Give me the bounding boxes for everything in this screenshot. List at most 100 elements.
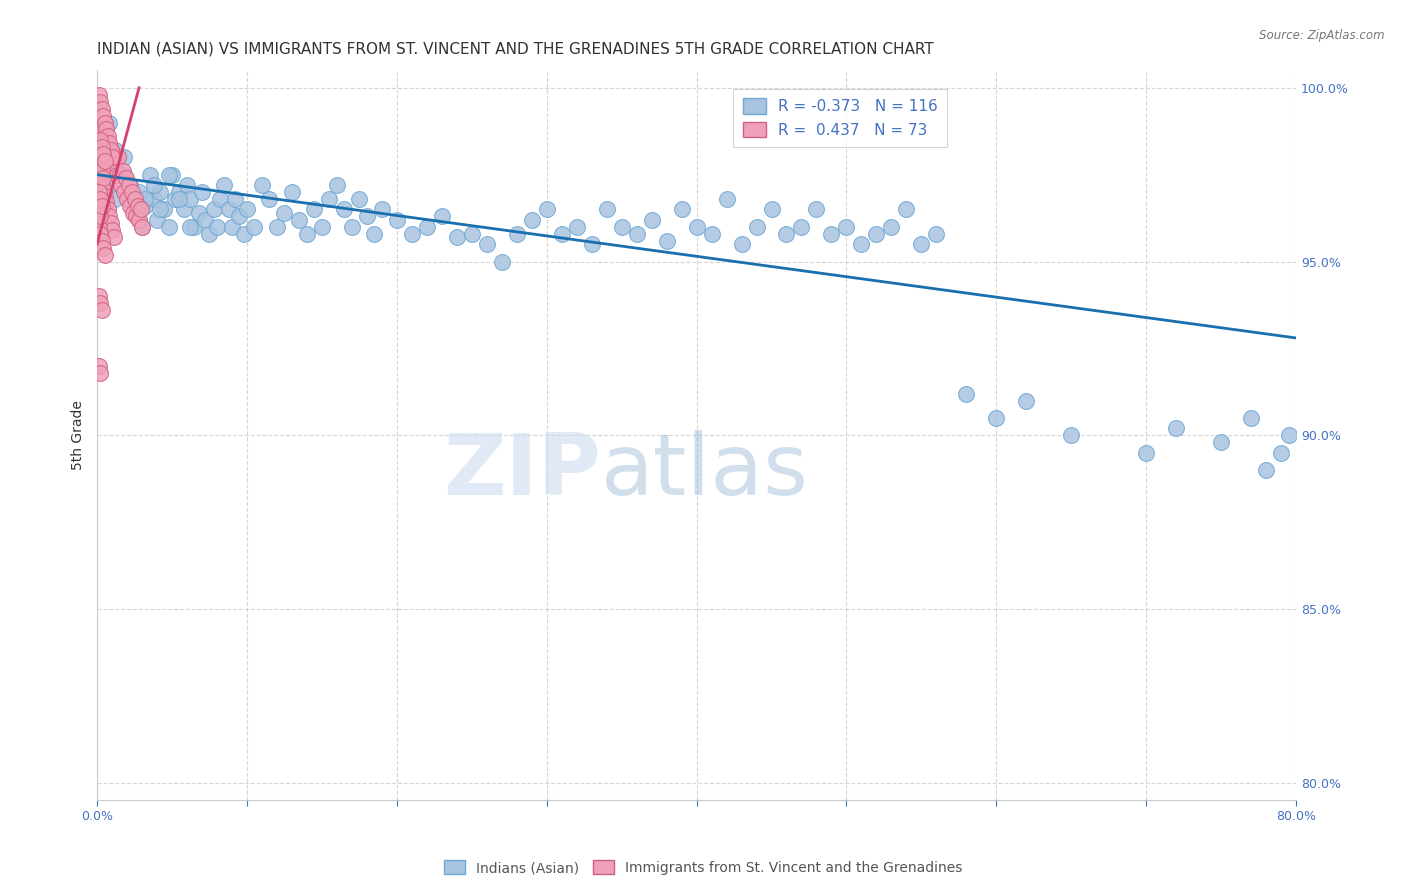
Point bbox=[214, 178, 236, 192]
Point bbox=[700, 227, 723, 241]
Point bbox=[157, 219, 180, 234]
Point bbox=[91, 144, 114, 158]
Point bbox=[730, 237, 752, 252]
Point bbox=[89, 366, 111, 380]
Point bbox=[349, 192, 371, 206]
Text: ZIP: ZIP bbox=[443, 430, 600, 513]
Point bbox=[955, 386, 977, 401]
Point bbox=[143, 178, 166, 192]
Point bbox=[281, 185, 304, 199]
Point bbox=[108, 168, 131, 182]
Point bbox=[103, 230, 125, 244]
Point bbox=[146, 212, 169, 227]
Point bbox=[461, 227, 484, 241]
Point bbox=[1060, 428, 1083, 442]
Point bbox=[138, 168, 160, 182]
Point bbox=[205, 219, 228, 234]
Point bbox=[90, 122, 112, 136]
Point bbox=[446, 230, 468, 244]
Point bbox=[610, 219, 633, 234]
Point bbox=[311, 219, 333, 234]
Point bbox=[87, 219, 110, 234]
Point bbox=[118, 178, 141, 192]
Point bbox=[236, 202, 259, 217]
Point bbox=[880, 219, 903, 234]
Point bbox=[326, 178, 349, 192]
Point bbox=[986, 410, 1008, 425]
Point bbox=[94, 122, 117, 136]
Y-axis label: 5th Grade: 5th Grade bbox=[72, 401, 86, 470]
Point bbox=[101, 164, 124, 178]
Point bbox=[98, 178, 121, 192]
Point bbox=[671, 202, 693, 217]
Point bbox=[491, 254, 513, 268]
Point bbox=[115, 192, 138, 206]
Point bbox=[128, 212, 150, 227]
Point bbox=[1135, 445, 1157, 459]
Point bbox=[90, 175, 112, 189]
Point bbox=[169, 185, 191, 199]
Point bbox=[110, 178, 132, 192]
Point bbox=[94, 150, 117, 164]
Text: Source: ZipAtlas.com: Source: ZipAtlas.com bbox=[1260, 29, 1385, 42]
Point bbox=[224, 192, 246, 206]
Point bbox=[118, 199, 141, 213]
Point bbox=[87, 289, 110, 303]
Text: atlas: atlas bbox=[600, 430, 808, 513]
Point bbox=[1270, 445, 1292, 459]
Point bbox=[626, 227, 648, 241]
Point bbox=[96, 202, 118, 217]
Point bbox=[149, 185, 172, 199]
Point bbox=[93, 153, 115, 168]
Point bbox=[90, 199, 112, 213]
Point bbox=[716, 192, 738, 206]
Point bbox=[149, 202, 172, 217]
Point bbox=[790, 219, 813, 234]
Point bbox=[655, 234, 678, 248]
Point bbox=[124, 202, 146, 217]
Point bbox=[318, 192, 340, 206]
Point bbox=[128, 212, 150, 227]
Point bbox=[93, 247, 115, 261]
Point bbox=[129, 202, 152, 217]
Legend: R = -0.373   N = 116, R =  0.437   N = 73: R = -0.373 N = 116, R = 0.437 N = 73 bbox=[734, 89, 946, 147]
Point bbox=[163, 192, 186, 206]
Point bbox=[90, 164, 112, 178]
Point bbox=[250, 178, 273, 192]
Point bbox=[371, 202, 394, 217]
Point bbox=[202, 202, 225, 217]
Point bbox=[288, 212, 311, 227]
Point bbox=[188, 206, 211, 220]
Point bbox=[89, 133, 111, 147]
Point bbox=[101, 150, 124, 164]
Point bbox=[112, 168, 135, 182]
Point bbox=[103, 150, 125, 164]
Point bbox=[865, 227, 887, 241]
Point bbox=[91, 171, 114, 186]
Point bbox=[87, 202, 110, 217]
Point bbox=[208, 192, 231, 206]
Point bbox=[910, 237, 932, 252]
Point bbox=[105, 168, 128, 182]
Point bbox=[91, 181, 114, 195]
Point bbox=[100, 144, 122, 158]
Point bbox=[363, 227, 385, 241]
Point bbox=[127, 199, 149, 213]
Point bbox=[835, 219, 858, 234]
Point bbox=[304, 202, 326, 217]
Point bbox=[118, 185, 141, 199]
Point bbox=[93, 129, 115, 144]
Point bbox=[565, 219, 588, 234]
Point bbox=[169, 192, 191, 206]
Point bbox=[131, 219, 153, 234]
Point bbox=[134, 199, 156, 213]
Point bbox=[820, 227, 842, 241]
Point bbox=[87, 87, 110, 102]
Point bbox=[87, 150, 110, 164]
Point bbox=[1256, 463, 1278, 477]
Point bbox=[179, 219, 201, 234]
Point bbox=[221, 219, 243, 234]
Point bbox=[124, 192, 146, 206]
Point bbox=[295, 227, 318, 241]
Point bbox=[98, 136, 121, 151]
